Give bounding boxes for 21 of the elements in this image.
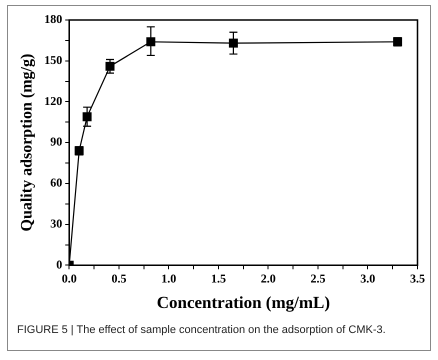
- x-axis-title: Concentration (mg/mL): [156, 293, 330, 312]
- y-tick-label: 120: [44, 94, 62, 108]
- y-axis-title: Quality adsorption (mg/g): [18, 54, 36, 232]
- y-tick-label: 180: [44, 12, 62, 26]
- y-tick-label: 0: [56, 257, 62, 272]
- point: [228, 38, 238, 48]
- x-tick-label: 2.0: [260, 271, 276, 286]
- y-tick-label: 90: [50, 134, 62, 149]
- x-tick-label: 3.0: [360, 271, 376, 286]
- y-tick-label: 60: [50, 176, 62, 190]
- caption: FIGURE 5 | The effect of sample concentration on the adsorption of CMK-3.: [17, 324, 386, 336]
- y-tick-label: 30: [50, 216, 62, 230]
- x-tick-label: 0.0: [62, 271, 77, 286]
- y-tick-label: 150: [44, 52, 62, 67]
- x-tick-label: 1.0: [161, 271, 176, 286]
- point: [82, 112, 92, 122]
- x-tick-label: 0.5: [111, 271, 126, 286]
- point: [106, 62, 114, 71]
- x-tick-label: 1.5: [210, 271, 226, 286]
- x-tick-label: 3.5: [410, 271, 425, 286]
- x-tick-label: 2.5: [310, 271, 326, 286]
